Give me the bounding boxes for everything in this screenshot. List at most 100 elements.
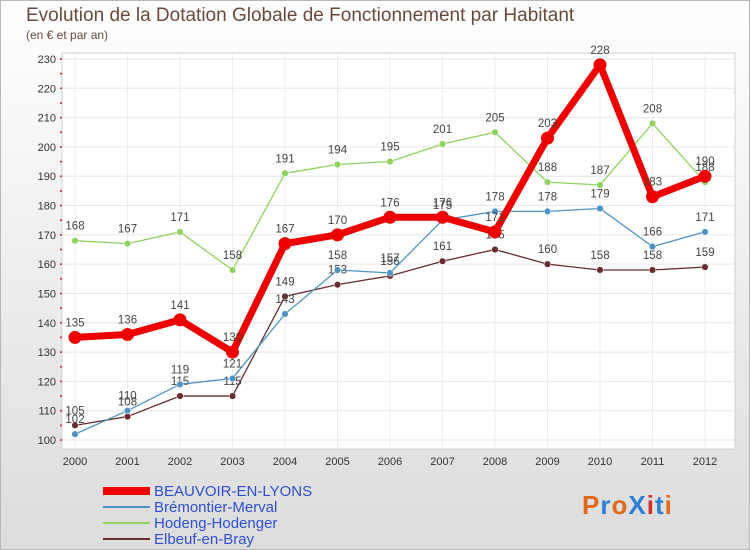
data-label: 141 bbox=[170, 300, 189, 312]
x-axis: 2000 2001 2002 2003 2004 2005 2006 2007 2008 2009… bbox=[63, 456, 717, 468]
data-label: 159 bbox=[695, 247, 714, 259]
y-minor-tick bbox=[60, 160, 62, 163]
data-label: 188 bbox=[538, 162, 557, 174]
y-minor-tick bbox=[60, 131, 62, 134]
proxiti-logo: ProXiti bbox=[582, 490, 673, 520]
data-point bbox=[648, 266, 657, 274]
data-label: 208 bbox=[643, 103, 662, 115]
x-tick-label: 2006 bbox=[378, 456, 402, 468]
data-point bbox=[333, 160, 342, 169]
y-tick-label: 160 bbox=[38, 259, 56, 271]
logo-letter: i bbox=[647, 490, 655, 520]
data-label: 191 bbox=[275, 153, 294, 165]
x-tick-label: 2009 bbox=[535, 456, 559, 468]
data-label: 171 bbox=[485, 212, 504, 224]
data-point bbox=[543, 207, 552, 215]
data-label: 119 bbox=[171, 364, 189, 376]
y-tick-label: 200 bbox=[38, 142, 56, 154]
data-point bbox=[333, 281, 342, 289]
data-point bbox=[71, 421, 79, 429]
logo-letter: t bbox=[655, 490, 665, 520]
data-label: 178 bbox=[485, 191, 504, 203]
y-minor-tick bbox=[60, 307, 62, 310]
data-point bbox=[386, 158, 394, 166]
y-tick-label: 230 bbox=[38, 54, 56, 66]
data-point bbox=[488, 225, 502, 239]
data-label: 156 bbox=[380, 256, 399, 268]
data-point bbox=[71, 237, 79, 245]
data-point bbox=[228, 374, 237, 383]
data-point bbox=[331, 228, 344, 242]
data-label: 176 bbox=[433, 197, 452, 209]
data-point bbox=[123, 413, 132, 421]
data-label: 205 bbox=[485, 112, 504, 124]
y-tick-label: 220 bbox=[38, 83, 56, 95]
y-minor-tick bbox=[60, 277, 62, 280]
y-tick-label: 180 bbox=[38, 201, 56, 213]
x-tick-label: 2010 bbox=[588, 456, 612, 468]
data-point bbox=[698, 169, 712, 183]
data-label: 135 bbox=[65, 317, 84, 329]
y-minor-tick bbox=[60, 145, 62, 148]
y-tick-label: 210 bbox=[38, 113, 56, 125]
y-minor-tick bbox=[60, 395, 62, 398]
y-minor-tick bbox=[60, 233, 62, 236]
data-point bbox=[438, 257, 447, 265]
y-tick-label: 140 bbox=[38, 318, 56, 330]
legend-label: Elbeuf-en-Bray bbox=[154, 531, 255, 548]
data-label: 167 bbox=[118, 224, 137, 236]
data-point bbox=[176, 228, 184, 236]
x-tick-label: 2000 bbox=[63, 456, 87, 468]
y-minor-tick bbox=[60, 292, 62, 295]
y-minor-tick bbox=[60, 58, 62, 60]
data-label: 171 bbox=[170, 212, 189, 224]
x-tick-label: 2001 bbox=[115, 456, 139, 468]
data-label: 161 bbox=[433, 241, 452, 253]
data-point bbox=[593, 58, 607, 72]
y-minor-tick bbox=[60, 263, 62, 266]
data-label: 160 bbox=[538, 244, 557, 256]
data-label: 228 bbox=[590, 45, 609, 57]
data-point bbox=[596, 181, 604, 189]
data-point bbox=[228, 392, 237, 400]
data-label: 171 bbox=[695, 212, 714, 224]
x-tick-label: 2008 bbox=[483, 456, 507, 468]
data-point bbox=[543, 178, 552, 186]
data-point bbox=[281, 292, 289, 300]
data-point bbox=[648, 243, 657, 251]
x-tick-label: 2012 bbox=[693, 456, 717, 468]
data-point bbox=[71, 430, 79, 438]
data-point bbox=[121, 327, 134, 341]
data-point bbox=[491, 128, 499, 136]
y-minor-tick bbox=[60, 336, 62, 339]
legend-label: Brémontier-Merval bbox=[154, 499, 277, 516]
data-label: 149 bbox=[275, 276, 294, 288]
legend: BEAUVOIR-EN-LYONSBrémontier-MervalHodeng… bbox=[103, 483, 312, 548]
data-label: 190 bbox=[695, 156, 714, 168]
data-label: 108 bbox=[118, 397, 137, 409]
data-point bbox=[596, 266, 604, 274]
data-point bbox=[226, 345, 239, 359]
y-minor-tick bbox=[60, 72, 62, 75]
data-point bbox=[541, 131, 554, 145]
x-tick-label: 2002 bbox=[168, 456, 192, 468]
y-minor-tick bbox=[60, 380, 62, 383]
data-label: 170 bbox=[328, 215, 347, 227]
logo-letter: P bbox=[582, 490, 600, 520]
data-label: 167 bbox=[275, 224, 294, 236]
data-label: 158 bbox=[643, 250, 662, 262]
data-label: 201 bbox=[433, 124, 452, 136]
data-label: 158 bbox=[223, 250, 242, 262]
chart-subtitle: (en € et par an) bbox=[26, 28, 108, 42]
data-point bbox=[281, 310, 289, 318]
y-minor-tick bbox=[60, 204, 62, 207]
data-point bbox=[176, 380, 184, 388]
data-label: 168 bbox=[65, 221, 84, 233]
data-point bbox=[491, 207, 499, 215]
y-minor-tick bbox=[60, 175, 62, 178]
data-point bbox=[173, 313, 187, 327]
data-label: 176 bbox=[380, 197, 399, 209]
data-point bbox=[383, 210, 397, 224]
y-tick-label: 120 bbox=[38, 376, 56, 388]
